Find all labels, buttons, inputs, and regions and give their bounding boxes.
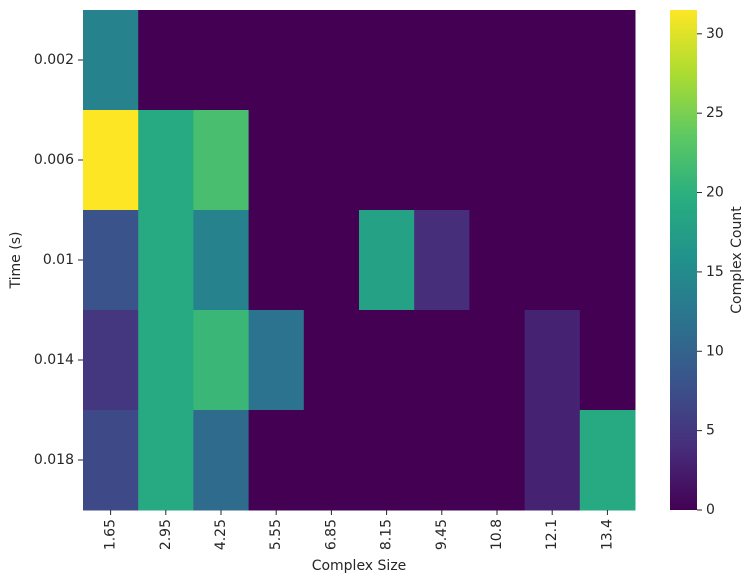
heatmap-cell	[579, 210, 636, 311]
heatmap-cell	[524, 110, 581, 211]
heatmap-cell	[359, 310, 415, 411]
x-tick-label: 12.1	[544, 519, 560, 550]
heatmap-cell	[248, 210, 305, 311]
heatmap-cell	[138, 410, 194, 511]
heatmap-cell	[303, 210, 360, 311]
x-tick-label: 5.55	[268, 519, 284, 550]
heatmap-cell	[83, 110, 139, 211]
heatmap-cell	[359, 210, 415, 311]
colorbar-tick-label: 15	[706, 264, 724, 280]
heatmap-cell	[83, 410, 139, 511]
colorbar-tick-label: 30	[706, 26, 724, 42]
heatmap-cell	[193, 410, 250, 511]
heatmap-cell	[303, 310, 360, 411]
heatmap-cell	[524, 210, 581, 311]
heatmap-cell	[579, 10, 636, 111]
heatmap-cell	[359, 410, 415, 511]
y-axis-label: Time (s)	[8, 232, 24, 290]
heatmap-cell	[414, 210, 470, 311]
heatmap-cell	[138, 110, 194, 211]
heatmap-cell	[303, 10, 360, 111]
heatmap-cell	[193, 10, 250, 111]
x-tick-label: 9.45	[434, 519, 450, 550]
heatmap-cell	[469, 410, 526, 511]
colorbar-tick-label: 20	[706, 185, 724, 201]
heatmap-cell	[524, 310, 581, 411]
x-tick-label: 13.4	[599, 519, 615, 550]
heatmap-cell	[138, 10, 194, 111]
heatmap-cell	[414, 110, 470, 211]
x-tick-label: 4.25	[213, 519, 229, 550]
heatmap-cell	[414, 310, 470, 411]
heatmap-cell	[469, 110, 526, 211]
heatmap-cell	[248, 10, 305, 111]
heatmap-cell	[579, 310, 636, 411]
heatmap-cell	[359, 110, 415, 211]
heatmap-cell	[83, 310, 139, 411]
heatmap-cell	[469, 310, 526, 411]
heatmap-cell	[359, 10, 415, 111]
x-tick-label: 2.95	[158, 519, 174, 550]
heatmap-cell	[193, 210, 250, 311]
heatmap-cell	[303, 110, 360, 211]
heatmap-cell	[248, 110, 305, 211]
heatmap-cell	[248, 310, 305, 411]
x-axis-label: Complex Size	[312, 558, 407, 574]
heatmap-cell	[524, 10, 581, 111]
heatmap-cell	[138, 310, 194, 411]
heatmap-cell	[303, 410, 360, 511]
heatmap-cell	[83, 10, 139, 111]
colorbar	[670, 10, 697, 510]
x-tick-label: 10.8	[489, 519, 505, 550]
heatmap-cell	[579, 110, 636, 211]
colorbar-tick-label: 10	[706, 343, 724, 359]
colorbar-tick-label: 0	[706, 502, 715, 518]
heatmap-cell	[524, 410, 581, 511]
y-tick-label: 0.014	[34, 352, 74, 368]
heatmap-cell	[193, 310, 250, 411]
x-tick-label: 1.65	[103, 519, 119, 550]
colorbar-tick-label: 5	[706, 423, 715, 439]
heatmap-cell	[469, 210, 526, 311]
y-tick-label: 0.01	[43, 252, 74, 268]
heatmap-cell	[193, 110, 250, 211]
x-tick-label: 6.85	[323, 519, 339, 550]
y-tick-label: 0.018	[34, 452, 74, 468]
x-tick-label: 8.15	[379, 519, 395, 550]
colorbar-tick-label: 25	[706, 105, 724, 121]
y-tick-label: 0.002	[34, 52, 74, 68]
heatmap-cell	[414, 10, 470, 111]
heatmap-cell	[248, 410, 305, 511]
heatmap-cell	[138, 210, 194, 311]
heatmap-cell	[579, 410, 636, 511]
heatmap-cell	[83, 210, 139, 311]
y-tick-label: 0.006	[34, 152, 74, 168]
heatmap-cell	[469, 10, 526, 111]
colorbar-label: Complex Count	[729, 206, 745, 314]
heatmap-cell	[414, 410, 470, 511]
